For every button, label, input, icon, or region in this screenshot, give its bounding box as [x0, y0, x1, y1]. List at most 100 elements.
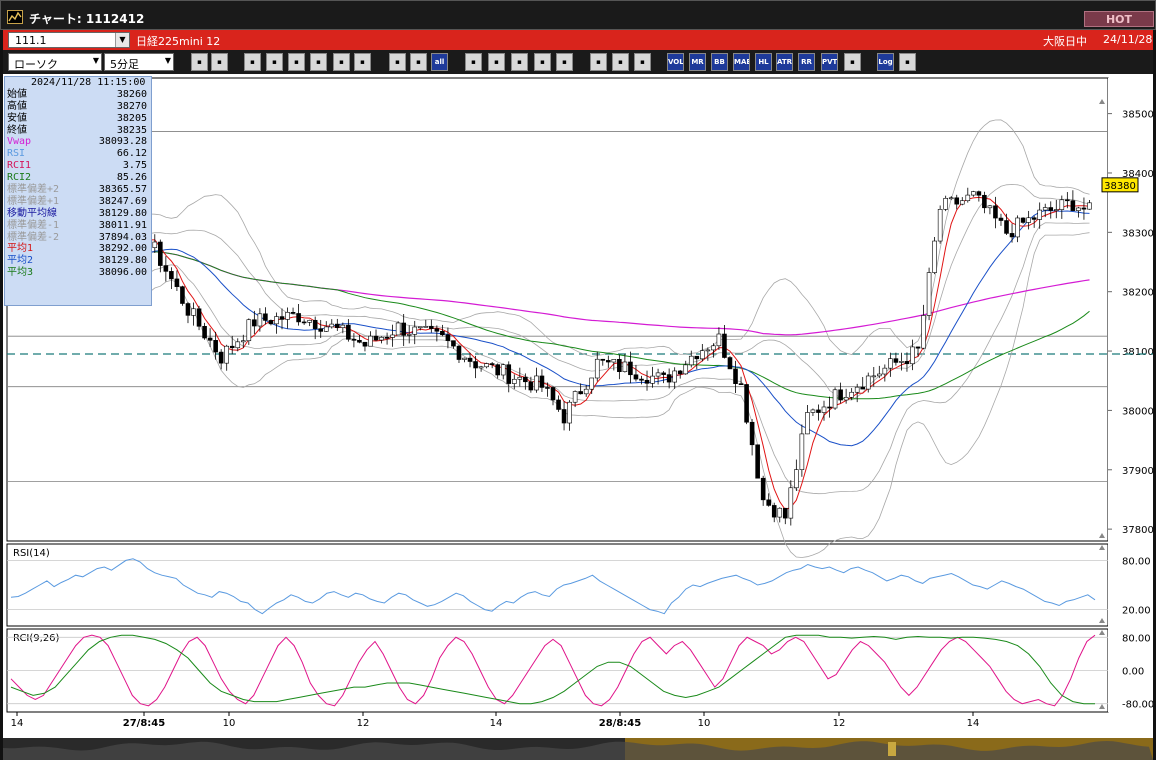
- toolbar-mae-button[interactable]: MAE: [733, 53, 750, 71]
- toolbar-atr-button[interactable]: ATR: [776, 53, 793, 71]
- palette-icon[interactable]: ▪: [634, 53, 651, 71]
- candle-body: [827, 406, 832, 409]
- window-icon[interactable]: ▪: [844, 53, 861, 71]
- candle-body: [694, 355, 700, 360]
- line-draw-icon[interactable]: ▪: [266, 53, 283, 71]
- candle-body: [733, 368, 738, 384]
- candle-body: [865, 375, 871, 390]
- candle-body: [1070, 200, 1076, 211]
- candle-body: [633, 374, 639, 380]
- candle-body: [152, 241, 158, 248]
- candle-body: [290, 312, 296, 314]
- candle-icon[interactable]: ▪: [389, 53, 406, 71]
- toolbar-log-button[interactable]: Log: [877, 53, 894, 71]
- exit-icon[interactable]: ▪: [899, 53, 916, 71]
- chart-canvas[interactable]: 38500 38400 38300 38200 38100 38000 37900 37800…: [3, 74, 1153, 738]
- refresh-icon[interactable]: ▪: [534, 53, 551, 71]
- candle-body: [672, 370, 677, 383]
- info-label: 標準偏差+2: [7, 184, 60, 196]
- candle-body: [943, 197, 948, 210]
- pen-icon[interactable]: ▪: [244, 53, 261, 71]
- candle-body: [263, 313, 268, 321]
- price-tick-label: 37800: [1122, 525, 1153, 536]
- x-tick-label: 28/8:45: [599, 718, 641, 729]
- candle-body: [810, 409, 816, 413]
- candle-body: [832, 389, 838, 409]
- candle-body: [312, 319, 318, 329]
- candle-body: [849, 391, 854, 398]
- symbol-code-field[interactable]: 111.1 ▼: [8, 32, 130, 48]
- candle-body: [611, 359, 617, 363]
- title-bar[interactable]: チャート: 1112412 HOT: [0, 0, 1156, 30]
- lock-icon[interactable]: ▪: [556, 53, 573, 71]
- toolbar-vol-button[interactable]: VOL: [667, 53, 684, 71]
- info-row: 標準偏差-1 38011.91: [5, 220, 151, 232]
- candle-body: [1042, 207, 1048, 211]
- trash-icon[interactable]: ▪: [354, 53, 371, 71]
- overview-drag-handle[interactable]: [888, 742, 896, 756]
- x-tick-label: 10: [698, 718, 711, 729]
- candle-body: [816, 409, 821, 413]
- zoom-icon[interactable]: ▪: [488, 53, 505, 71]
- candle-body: [169, 271, 174, 280]
- search-icon[interactable]: ▪: [191, 53, 208, 71]
- candle-body: [268, 320, 274, 325]
- candle-body: [246, 319, 252, 342]
- market-date: 24/11/28: [1103, 33, 1153, 46]
- toolbar-bb-button[interactable]: BB: [711, 53, 728, 71]
- candle-body: [711, 345, 716, 351]
- candle-body: [368, 335, 373, 347]
- candle-body: [218, 351, 224, 364]
- price-tick-label: 38200: [1122, 288, 1153, 299]
- candle-body: [462, 357, 467, 360]
- bar-icon[interactable]: ▪: [410, 53, 427, 71]
- price-tick-label: 38000: [1122, 406, 1153, 417]
- candle-body: [478, 366, 484, 369]
- chevron-down-icon[interactable]: ▼: [115, 33, 129, 47]
- info-label: 標準偏差-1: [7, 219, 60, 231]
- toolbar-hl-button[interactable]: HL: [755, 53, 772, 71]
- candle-body: [257, 313, 263, 327]
- info-label: 高値: [7, 100, 27, 112]
- candle-body: [606, 360, 611, 363]
- ma2-line: [10, 209, 1090, 447]
- price-tick-label: 37900: [1122, 466, 1153, 477]
- interval-value: 5分足: [110, 58, 139, 71]
- overview-strip[interactable]: [3, 738, 1153, 760]
- chart-area[interactable]: 38500 38400 38300 38200 38100 38000 37900 37800…: [3, 74, 1153, 738]
- info-value: 38260: [116, 88, 147, 100]
- info-value: 85.26: [116, 172, 147, 184]
- info-value: 38235: [116, 124, 147, 136]
- candle-body: [163, 265, 169, 272]
- hot-button[interactable]: HOT: [1084, 11, 1154, 27]
- candle-body: [158, 241, 163, 266]
- panel-resize-icon: [1099, 545, 1105, 550]
- candle-body: [871, 375, 877, 378]
- candle-body: [948, 197, 954, 200]
- toolbar-mr-button[interactable]: MR: [689, 53, 706, 71]
- interval-select[interactable]: 5分足 ▼: [104, 53, 174, 71]
- fit-icon[interactable]: ▪: [511, 53, 528, 71]
- toolbar-pvt-button[interactable]: PVT: [821, 53, 838, 71]
- scissors-icon[interactable]: ▪: [465, 53, 482, 71]
- grid-icon[interactable]: ▪: [590, 53, 607, 71]
- candle-body: [511, 378, 517, 384]
- info-value: 38365.57: [98, 184, 147, 196]
- chart-type-select[interactable]: ローソク ▼: [8, 53, 102, 71]
- note-icon[interactable]: ▪: [333, 53, 350, 71]
- candle-body: [545, 387, 550, 389]
- eraser-icon[interactable]: ▪: [310, 53, 327, 71]
- candle-body: [915, 346, 921, 349]
- candle-body: [727, 357, 733, 370]
- scroll-overview-bar[interactable]: [3, 738, 1153, 760]
- rci-tick-label: 0.00: [1122, 667, 1144, 678]
- symbol-name: 日経225mini 12: [136, 35, 221, 48]
- wrench-icon[interactable]: ▪: [612, 53, 629, 71]
- cursor-icon[interactable]: ▪: [288, 53, 305, 71]
- toolbar-all-button[interactable]: all: [431, 53, 448, 71]
- crosshair-icon[interactable]: ▪: [211, 53, 228, 71]
- toolbar-rr-button[interactable]: RR: [798, 53, 815, 71]
- candle-body: [412, 326, 418, 335]
- candle-body: [550, 387, 556, 401]
